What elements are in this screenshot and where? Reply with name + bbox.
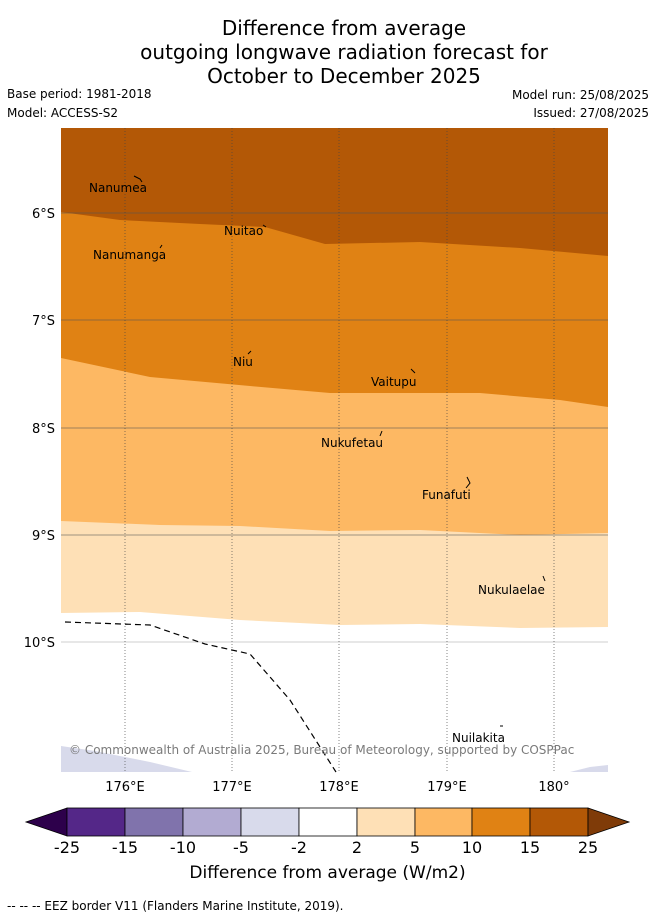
lon-tick-179e: 179°E xyxy=(427,780,467,795)
island-nanumea xyxy=(133,175,143,183)
colorbar-seg-10-15 xyxy=(471,807,531,837)
lat-tick-6s: 6°S xyxy=(32,207,55,222)
lat-tick-7s: 7°S xyxy=(32,314,55,329)
eez-footnote: -- -- -- EEZ border V11 (Flanders Marine… xyxy=(7,899,344,913)
place-label-nukufetau: Nukufetau xyxy=(321,436,383,450)
colorbar-tick: 25 xyxy=(578,838,598,857)
colorbar xyxy=(24,807,631,837)
colorbar-ticks: -25 -15 -10 -5 -2 2 5 10 15 25 xyxy=(54,838,598,857)
colorbar-extend-high xyxy=(587,807,631,837)
colorbar-tick: 10 xyxy=(462,838,482,857)
colorbar-seg-m5-m2 xyxy=(240,807,300,837)
colorbar-seg-15-25 xyxy=(529,807,589,837)
place-label-nuitao: Nuitao xyxy=(224,224,263,238)
place-label-nuilakita: Nuilakita xyxy=(452,731,505,745)
copyright-notice: © Commonwealth of Australia 2025, Bureau… xyxy=(69,743,574,757)
colorbar-seg-5-10 xyxy=(414,807,473,837)
colorbar-tick: 5 xyxy=(410,838,420,857)
model-run: Model run: 25/08/2025 xyxy=(511,88,649,102)
issued-date: Issued: 27/08/2025 xyxy=(533,106,649,120)
island-vaitupu xyxy=(410,368,416,374)
colorbar-seg-m15-m10 xyxy=(124,807,184,837)
title-line-2: outgoing longwave radiation forecast for xyxy=(140,40,548,64)
island-niu xyxy=(247,350,252,355)
lon-tick-178e: 178°E xyxy=(319,780,359,795)
place-label-nanumea: Nanumea xyxy=(89,181,147,195)
place-labels: Nanumea Nuitao Nanumanga Niu Vaitupu Nuk… xyxy=(89,181,545,745)
island-nukufetau xyxy=(379,430,383,437)
lon-tick-180: 180° xyxy=(538,780,569,795)
meridians xyxy=(124,128,555,772)
place-label-nukulaelae: Nukulaelae xyxy=(478,583,545,597)
colorbar-seg-m2-2 xyxy=(298,807,358,837)
band-minus2-2 xyxy=(61,612,608,772)
map-title: Difference from average outgoing longwav… xyxy=(0,16,655,88)
colorbar-seg-2-5 xyxy=(356,807,416,837)
colorbar-tick: -2 xyxy=(291,838,307,857)
colorbar-extend-low xyxy=(24,807,68,837)
title-line-1: Difference from average xyxy=(221,16,467,40)
place-label-vaitupu: Vaitupu xyxy=(371,375,417,389)
band-minus5-minus2-east xyxy=(570,765,608,772)
eez-border xyxy=(64,621,337,773)
colorbar-tick: -10 xyxy=(170,838,196,857)
colorbar-tick: 2 xyxy=(352,838,362,857)
lon-tick-176e: 176°E xyxy=(105,780,145,795)
place-label-niu: Niu xyxy=(233,355,253,369)
islands xyxy=(133,175,546,727)
island-nuitao xyxy=(262,224,267,228)
island-nanumanga xyxy=(159,244,163,249)
colorbar-tick: -5 xyxy=(233,838,249,857)
colorbar-tick: -15 xyxy=(112,838,138,857)
place-label-funafuti: Funafuti xyxy=(422,488,471,502)
gridlines xyxy=(61,212,608,643)
colorbar-tick: -25 xyxy=(54,838,80,857)
band-minus5-minus2 xyxy=(61,746,192,772)
title-line-3: October to December 2025 xyxy=(207,64,481,88)
island-funafuti xyxy=(465,476,471,489)
longitude-ticks: 176°E 177°E 178°E 179°E 180° xyxy=(105,780,569,795)
lat-tick-10s: 10°S xyxy=(24,636,55,651)
base-period: Base period: 1981-2018 xyxy=(7,87,152,101)
lat-tick-9s: 9°S xyxy=(32,529,55,544)
latitude-ticks: 6°S 7°S 8°S 9°S 10°S xyxy=(24,207,55,651)
colorbar-seg-m10-m5 xyxy=(182,807,242,837)
colorbar-seg-m25-m15 xyxy=(66,807,126,837)
island-nukulaelae xyxy=(542,575,546,582)
model-name: Model: ACCESS-S2 xyxy=(7,106,119,120)
place-label-nanumanga: Nanumanga xyxy=(93,248,166,262)
colorbar-label: Difference from average (W/m2) xyxy=(189,863,466,883)
lat-tick-8s: 8°S xyxy=(32,422,55,437)
colorbar-tick: 15 xyxy=(520,838,540,857)
contour-bands xyxy=(61,128,608,772)
lon-tick-177e: 177°E xyxy=(212,780,252,795)
